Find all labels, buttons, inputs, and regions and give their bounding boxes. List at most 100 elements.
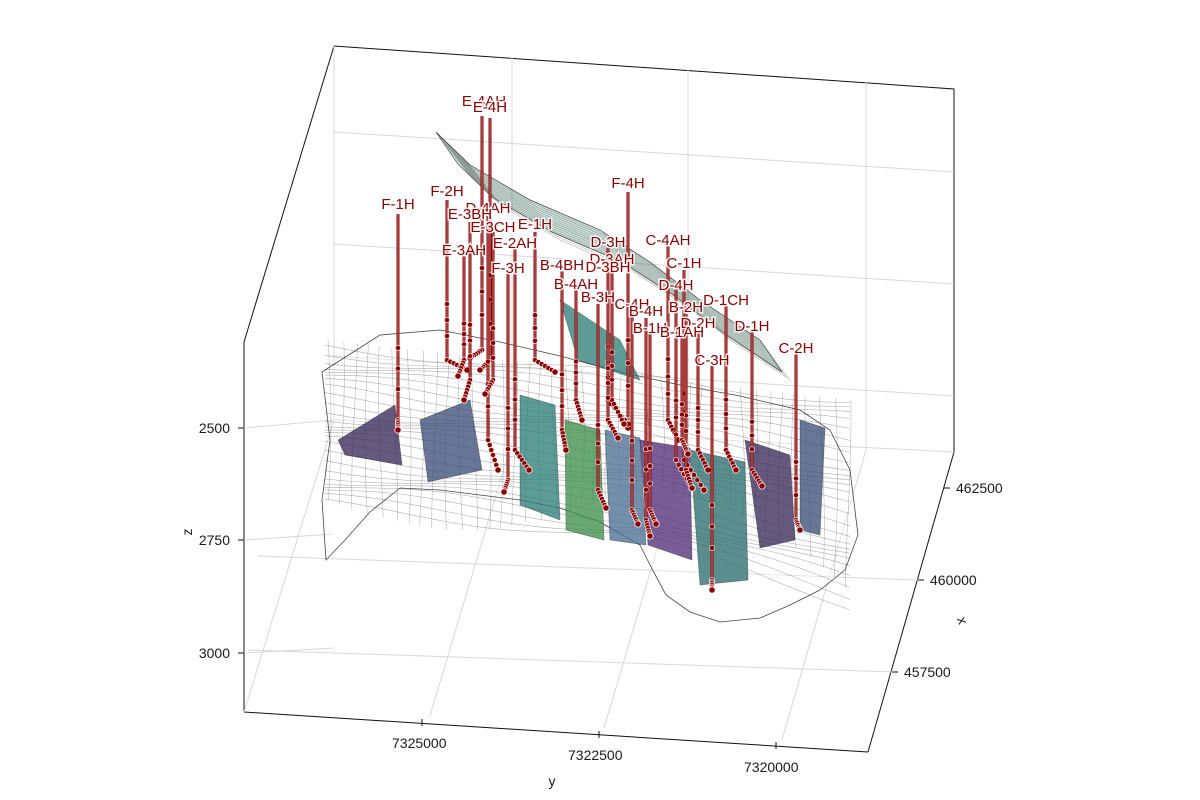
- x-tick-460000: 460000: [930, 572, 977, 588]
- well-marker: [629, 437, 635, 444]
- well-label: C-3H: [694, 352, 729, 369]
- mesh-line: [327, 339, 332, 501]
- mesh-line: [324, 377, 851, 453]
- mesh-line: [324, 344, 851, 403]
- well-marker: [479, 265, 485, 271]
- well-end-marker: [578, 416, 586, 424]
- well-marker: [479, 311, 485, 318]
- well-label: C-4AH: [645, 232, 690, 249]
- well-label: E-4AH: [462, 93, 506, 110]
- well-marker: [595, 440, 601, 447]
- well-end-marker: [481, 390, 489, 398]
- well-end-marker: [614, 434, 622, 442]
- well-end-marker: [700, 486, 708, 494]
- well-marker: [679, 411, 685, 418]
- well-marker: [643, 486, 649, 493]
- well-marker: [461, 331, 467, 337]
- well-marker: [629, 477, 635, 484]
- well-marker: [647, 463, 653, 469]
- well-label: C-1H: [666, 255, 701, 272]
- mesh-line: [406, 349, 412, 524]
- well-label: E-3BH: [448, 206, 492, 223]
- well-label: C-2H: [778, 340, 813, 357]
- well-marker: [444, 333, 450, 339]
- well-end-marker: [620, 420, 628, 428]
- well-marker: [485, 358, 491, 365]
- well-end-marker: [652, 520, 660, 528]
- well-marker: [467, 337, 473, 344]
- z-tick-2500: 2500: [199, 420, 230, 436]
- well-marker: [647, 445, 653, 452]
- well-marker: [665, 356, 671, 362]
- mesh-line: [351, 343, 358, 510]
- well-label: D-3H: [590, 234, 625, 251]
- well-marker: [665, 373, 671, 380]
- mesh-line: [457, 159, 782, 369]
- fault-surface: [519, 394, 561, 521]
- well-label: B-1H: [633, 320, 667, 337]
- well-marker: [490, 452, 496, 458]
- well-marker: [573, 369, 579, 376]
- mesh-line: [500, 359, 505, 528]
- well-marker: [479, 288, 485, 295]
- well-marker: [532, 312, 538, 319]
- mesh-line: [324, 372, 851, 429]
- well-marker: [595, 421, 601, 428]
- well-end-marker: [758, 482, 766, 490]
- well-marker: [461, 341, 467, 348]
- well-marker: [467, 321, 473, 328]
- well-marker: [605, 365, 611, 372]
- x-axis-title: x: [954, 615, 971, 627]
- well-label: B-3H: [581, 289, 615, 306]
- well-marker: [695, 417, 701, 423]
- well-marker: [559, 371, 565, 378]
- well-marker: [485, 437, 491, 443]
- z-axis-title: z: [179, 529, 195, 536]
- well-marker: [694, 477, 701, 483]
- well-marker: [749, 432, 755, 439]
- well-marker: [678, 466, 685, 473]
- well-marker: [532, 337, 538, 344]
- well-end-marker: [684, 450, 692, 458]
- well-marker: [559, 403, 565, 409]
- well-label: E-3CH: [470, 219, 515, 236]
- well-marker: [723, 411, 729, 417]
- well-label: B-4BH: [540, 257, 584, 274]
- fault-surface: [689, 449, 749, 586]
- well-end-marker: [394, 426, 402, 434]
- mesh-line: [459, 162, 785, 372]
- mesh-line: [442, 141, 768, 350]
- well-marker: [625, 360, 631, 366]
- well-marker: [488, 447, 495, 453]
- well-label: F-4H: [611, 175, 644, 192]
- y-tick-7322500: 7322500: [568, 747, 623, 763]
- well-end-marker: [602, 504, 610, 512]
- well-marker: [647, 480, 653, 487]
- well-label: F-3H: [491, 260, 524, 277]
- well-marker: [673, 414, 679, 421]
- well-marker: [491, 457, 498, 463]
- well-label: E-2AH: [493, 235, 537, 252]
- well-end-marker: [551, 368, 559, 376]
- well-marker: [695, 429, 701, 435]
- well-marker: [673, 457, 679, 463]
- well-marker: [505, 425, 511, 432]
- well-end-marker: [454, 372, 462, 380]
- z-tick-2750: 2750: [199, 532, 230, 548]
- well-label: F-2H: [430, 183, 463, 200]
- well-marker: [512, 416, 518, 423]
- x-tick-457500: 457500: [904, 664, 951, 680]
- mesh-line: [324, 363, 851, 412]
- y-axis-title: y: [549, 773, 556, 789]
- well-end-marker: [634, 520, 642, 528]
- well-marker: [486, 442, 493, 448]
- mesh-line: [833, 398, 839, 578]
- well-marker: [395, 386, 401, 392]
- z-axis: 2500 2750 3000 z: [179, 420, 244, 661]
- well-marker: [629, 457, 635, 464]
- mesh-line: [445, 144, 770, 353]
- well-marker: [673, 397, 679, 404]
- well-end-marker: [646, 532, 654, 540]
- well-label: D-4H: [658, 277, 693, 294]
